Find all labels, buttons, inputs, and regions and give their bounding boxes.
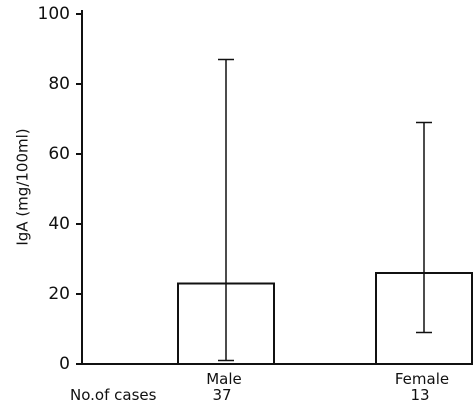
case-count: 37	[212, 386, 231, 404]
y-tick-label: 0	[59, 354, 70, 374]
y-tick-label: 100	[38, 4, 70, 24]
y-tick-label: 60	[48, 144, 70, 164]
y-axis-label: IgA (mg/100ml)	[14, 128, 32, 245]
category-labels: Male Female	[206, 370, 449, 388]
y-tick-label: 20	[48, 284, 70, 304]
y-ticks: 0 20 40 60 80 100	[38, 4, 82, 374]
y-tick-label: 40	[48, 214, 70, 234]
y-tick-label: 80	[48, 74, 70, 94]
category-label: Male	[206, 370, 242, 388]
case-counts: 37 13	[212, 386, 429, 404]
bars	[177, 272, 473, 365]
case-count: 13	[410, 386, 429, 404]
category-label: Female	[395, 370, 449, 388]
error-bars	[218, 58, 432, 362]
cases-label: No.of cases	[70, 386, 157, 404]
